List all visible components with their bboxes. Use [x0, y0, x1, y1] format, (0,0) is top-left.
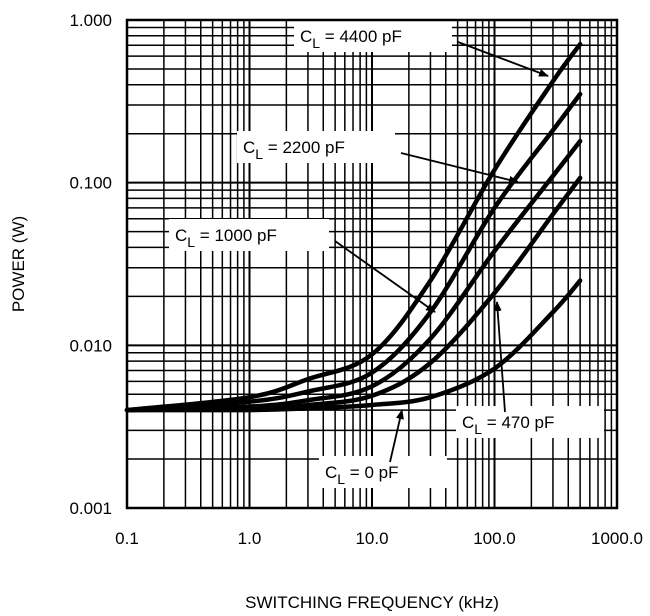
series-line [124, 91, 583, 413]
label-background [294, 20, 452, 52]
y-tick-label: 0.010 [69, 336, 112, 355]
x-tick-label: 1.0 [238, 529, 262, 548]
label-background [237, 131, 395, 163]
series-label: CL = 2200 pF [243, 138, 345, 162]
series-label: CL = 4400 pF [300, 27, 402, 51]
label-background [169, 219, 329, 251]
label-background [319, 456, 447, 488]
curves [124, 41, 583, 413]
label-arrow [334, 240, 436, 313]
series-label: CL = 1000 pF [175, 226, 277, 250]
series-line [124, 41, 583, 413]
x-tick-label: 10.0 [355, 529, 388, 548]
x-tick-label: 100.0 [473, 529, 516, 548]
y-tick-label: 0.100 [69, 174, 112, 193]
series-label: CL = 470 pF [462, 413, 554, 437]
x-axis-label: SWITCHING FREQUENCY (kHz) [245, 593, 499, 612]
x-tick-label: 1000.0 [591, 529, 643, 548]
label-arrow [493, 301, 506, 413]
series-line [124, 278, 583, 413]
series-label: CL = 0 pF [325, 463, 398, 487]
label-arrow [457, 41, 549, 77]
tick-labels: 0.1 1.0 10.0 100.0 1000.0 0.001 0.010 0.100 1.00… [69, 11, 643, 548]
y-tick-label: 0.001 [69, 499, 112, 518]
label-background [456, 406, 604, 438]
label-arrow [389, 409, 404, 463]
y-tick-label: 1.000 [69, 11, 112, 30]
label-arrow [400, 152, 519, 184]
x-tick-label: 0.1 [115, 529, 139, 548]
curve-labels: CL = 4400 pF CL = 2200 pF CL = 1000 pF CL =… [169, 20, 604, 488]
plot-frame [125, 18, 619, 510]
y-axis-label: POWER (W) [9, 216, 28, 312]
